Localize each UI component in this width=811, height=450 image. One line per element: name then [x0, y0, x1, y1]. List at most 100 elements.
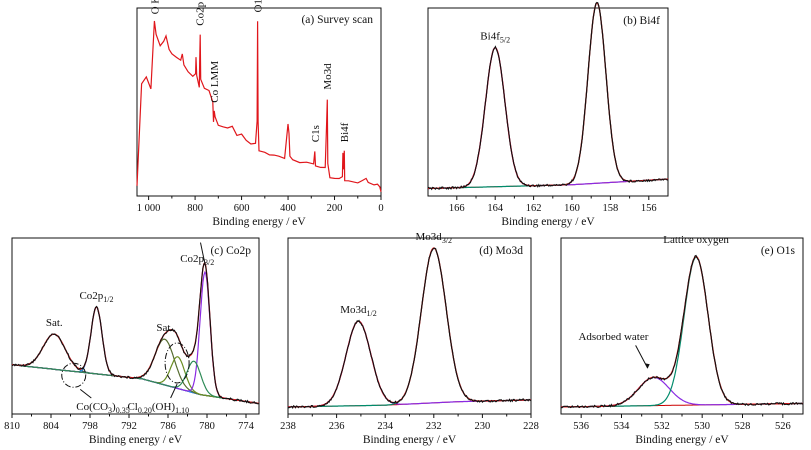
annotation-part: 1.10: [175, 406, 189, 415]
peak-label-main: Adsorbed water: [578, 331, 648, 343]
x-tick-label: 528: [735, 421, 751, 432]
x-tick-label: 600: [234, 203, 250, 214]
x-tick-label: 534: [614, 421, 631, 432]
raw-spectrum: [11, 261, 260, 405]
peak-label: Sat.: [156, 322, 173, 334]
plot-frame: [136, 7, 382, 197]
peak-label: O KLL: [149, 0, 161, 14]
dashed-ellipse: [164, 342, 190, 384]
plot-frame: [287, 237, 532, 415]
panel-title: (c) Co2p: [210, 245, 251, 257]
peak-label: Co2p3/2: [180, 253, 214, 267]
annotation-label: Cl0.20(OH)1.10: [127, 401, 189, 415]
x-tick-label: 780: [199, 421, 215, 432]
peak-label: Lattice oxygen: [663, 234, 729, 246]
peak-label-sub: 3/2: [204, 258, 214, 267]
x-tick-label: 532: [654, 421, 670, 432]
peak-label-main: Sat.: [46, 317, 63, 329]
x-tick-label: 200: [327, 203, 343, 214]
x-tick-label: 804: [43, 421, 60, 432]
x-tick-label: 800: [187, 203, 203, 214]
annotation-part: 0.35: [116, 406, 130, 415]
peak-label-sub: 1/2: [103, 295, 113, 304]
x-tick-label: 0: [378, 203, 383, 214]
peak-label: Co LMM: [209, 61, 221, 103]
plot-frame: [427, 7, 669, 197]
peak-label: Adsorbed water: [578, 331, 648, 343]
annotation-label: Co(CO3)0.35: [76, 401, 129, 415]
x-tick-label: 238: [280, 421, 296, 432]
peak-label-main: Mo3d: [416, 231, 443, 243]
x-tick-label: 228: [523, 421, 539, 432]
x-axis-label: Binding energy / eV: [635, 434, 729, 446]
x-tick-label: 158: [603, 203, 619, 214]
raw-spectrum: [560, 254, 804, 409]
x-tick-label: 774: [238, 421, 255, 432]
peak-label: Co2p1/2: [79, 290, 113, 304]
component-peak: [428, 46, 668, 190]
x-tick-label: 1 000: [137, 203, 161, 214]
peak-label-main: Sat.: [156, 322, 173, 334]
peak-label-main: Co2p: [79, 290, 103, 302]
panel-mo3d: 238 236 234 232 230 228 Binding energy / eV (d)…: [280, 231, 539, 446]
annotation-part: Co(CO: [76, 401, 108, 413]
annotation-part: (OH): [152, 401, 176, 413]
x-tick-label: 232: [426, 421, 442, 432]
x-axis-label: Binding energy / eV: [89, 434, 183, 446]
dashed-ellipse: [61, 362, 87, 388]
x-tick-label: 798: [82, 421, 98, 432]
panel-title: (d) Mo3d: [479, 245, 523, 257]
peak-label: Bi4f5/2: [480, 31, 510, 45]
envelope-fit: [11, 261, 260, 405]
component-peak: [560, 376, 804, 408]
component-peak: [11, 356, 260, 404]
panel-survey: 1 000 800 600 400 200 0 Binding energy / eV (a)…: [136, 0, 384, 228]
peak-label: Mo3d: [322, 63, 334, 90]
peak-label-main: Co2p: [180, 253, 204, 265]
plot-frame: [11, 237, 260, 415]
annotation-part: Cl: [127, 401, 137, 413]
arrow-head: [644, 363, 650, 369]
envelope-fit: [428, 1, 668, 190]
x-tick-label: 230: [475, 421, 491, 432]
x-axis-label: Binding energy / eV: [501, 216, 595, 228]
x-tick-label: 236: [329, 421, 345, 432]
raw-spectrum: [287, 247, 532, 410]
arrow-line: [79, 388, 92, 399]
x-tick-label: 166: [449, 203, 465, 214]
peak-label: Sat.: [46, 317, 63, 329]
peak-label: C1s: [310, 125, 322, 142]
peak-label-sub: 3/2: [442, 236, 452, 245]
x-tick-label: 164: [487, 203, 504, 214]
annotation-part: ): [112, 401, 116, 413]
x-axis-label: Binding energy / eV: [212, 216, 306, 228]
panel-co2p: 810 804 798 792 786 780 774 Binding energy / eV…: [4, 237, 260, 446]
component-peak: [287, 320, 531, 408]
panel-o1s: 536 534 532 530 528 526 Binding energy / eV (e)…: [560, 234, 804, 446]
x-tick-label: 400: [280, 203, 296, 214]
component-peak: [428, 1, 668, 190]
peak-label-main: Mo3d: [340, 304, 367, 316]
peak-label: O1s: [253, 0, 265, 13]
peak-label: Mo3d3/2: [416, 231, 453, 245]
panel-bi4f: 166 164 162 160 158 156 Binding energy / eV (b)…: [427, 1, 669, 228]
x-tick-label: 810: [4, 421, 20, 432]
peak-label: Co2p: [195, 1, 207, 25]
annotation-part: 3: [108, 406, 112, 415]
x-tick-label: 162: [526, 203, 542, 214]
x-tick-label: 160: [564, 203, 580, 214]
x-tick-label: 792: [121, 421, 137, 432]
x-tick-label: 526: [775, 421, 791, 432]
x-tick-label: 536: [573, 421, 589, 432]
peak-label-main: Bi4f: [480, 31, 500, 43]
panel-title: (a) Survey scan: [301, 14, 373, 26]
annotation-part: 0.20: [138, 406, 152, 415]
component-peak: [11, 338, 260, 404]
raw-spectrum: [427, 1, 669, 191]
x-tick-label: 234: [377, 421, 394, 432]
peak-label-sub: 1/2: [366, 309, 376, 318]
x-tick-label: 786: [160, 421, 176, 432]
x-tick-label: 156: [641, 203, 657, 214]
peak-label-sub: 5/2: [500, 36, 510, 45]
